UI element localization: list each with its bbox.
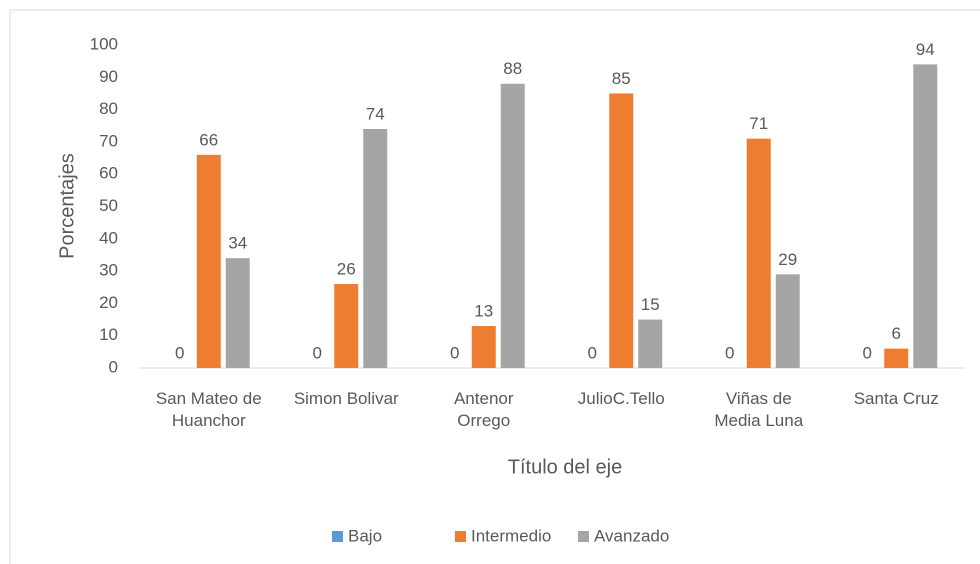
- bar: [775, 274, 800, 368]
- x-tick-label: Antenor Orrego: [453, 389, 514, 430]
- data-label: 71: [749, 114, 768, 133]
- y-tick-label: 90: [99, 67, 118, 86]
- frame: [9, 9, 980, 564]
- data-label: 0: [175, 343, 184, 362]
- y-tick-label: 70: [99, 131, 118, 150]
- legend-swatch: [332, 531, 343, 542]
- x-tick-label: Viñas de Media Luna: [714, 389, 804, 430]
- x-tick-label: San Mateo de Huanchor: [155, 389, 262, 430]
- y-tick-label: 40: [99, 228, 118, 247]
- data-label: 26: [337, 260, 356, 279]
- y-tick-label: 50: [99, 196, 118, 215]
- data-label: 0: [450, 343, 459, 362]
- bar: [196, 154, 221, 368]
- bar: [609, 93, 634, 368]
- legend-swatch: [578, 531, 589, 542]
- data-label: 88: [503, 59, 522, 78]
- y-axis-title: Porcentajes: [56, 153, 78, 259]
- x-tick-label: JulioC.Tello: [577, 389, 665, 408]
- legend-swatch: [455, 531, 466, 542]
- bar: [363, 128, 388, 368]
- data-label: 66: [199, 130, 218, 149]
- y-tick-label: 30: [99, 261, 118, 280]
- x-tick-label: Simon Bolivar: [293, 389, 399, 408]
- data-label: 0: [588, 343, 597, 362]
- y-tick-label: 10: [99, 325, 118, 344]
- data-label: 0: [313, 343, 322, 362]
- data-label: 6: [892, 324, 901, 343]
- data-label: 13: [474, 301, 493, 320]
- legend-label: Avanzado: [594, 526, 669, 545]
- data-label: 85: [612, 69, 631, 88]
- data-label: 34: [228, 234, 247, 253]
- data-label: 15: [641, 295, 660, 314]
- y-tick-label: 100: [90, 34, 118, 53]
- bar: [225, 258, 250, 368]
- y-tick-label: 60: [99, 164, 118, 183]
- legend-label: Bajo: [348, 526, 382, 545]
- bar: [746, 138, 771, 368]
- data-label: 29: [778, 250, 797, 269]
- data-label: 0: [863, 343, 872, 362]
- bar: [913, 64, 938, 368]
- bar: [500, 83, 525, 368]
- bar: [471, 326, 496, 368]
- y-tick-label: 0: [109, 357, 118, 376]
- x-tick-label: Santa Cruz: [853, 389, 939, 408]
- data-label: 74: [366, 104, 385, 123]
- bar: [884, 348, 909, 368]
- data-label: 0: [725, 343, 734, 362]
- bar: [638, 319, 663, 368]
- legend-label: Intermedio: [471, 526, 551, 545]
- y-tick-label: 20: [99, 293, 118, 312]
- data-label: 94: [916, 40, 935, 59]
- x-axis-title: Título del eje: [508, 456, 623, 478]
- y-tick-label: 80: [99, 99, 118, 118]
- bar: [334, 284, 359, 368]
